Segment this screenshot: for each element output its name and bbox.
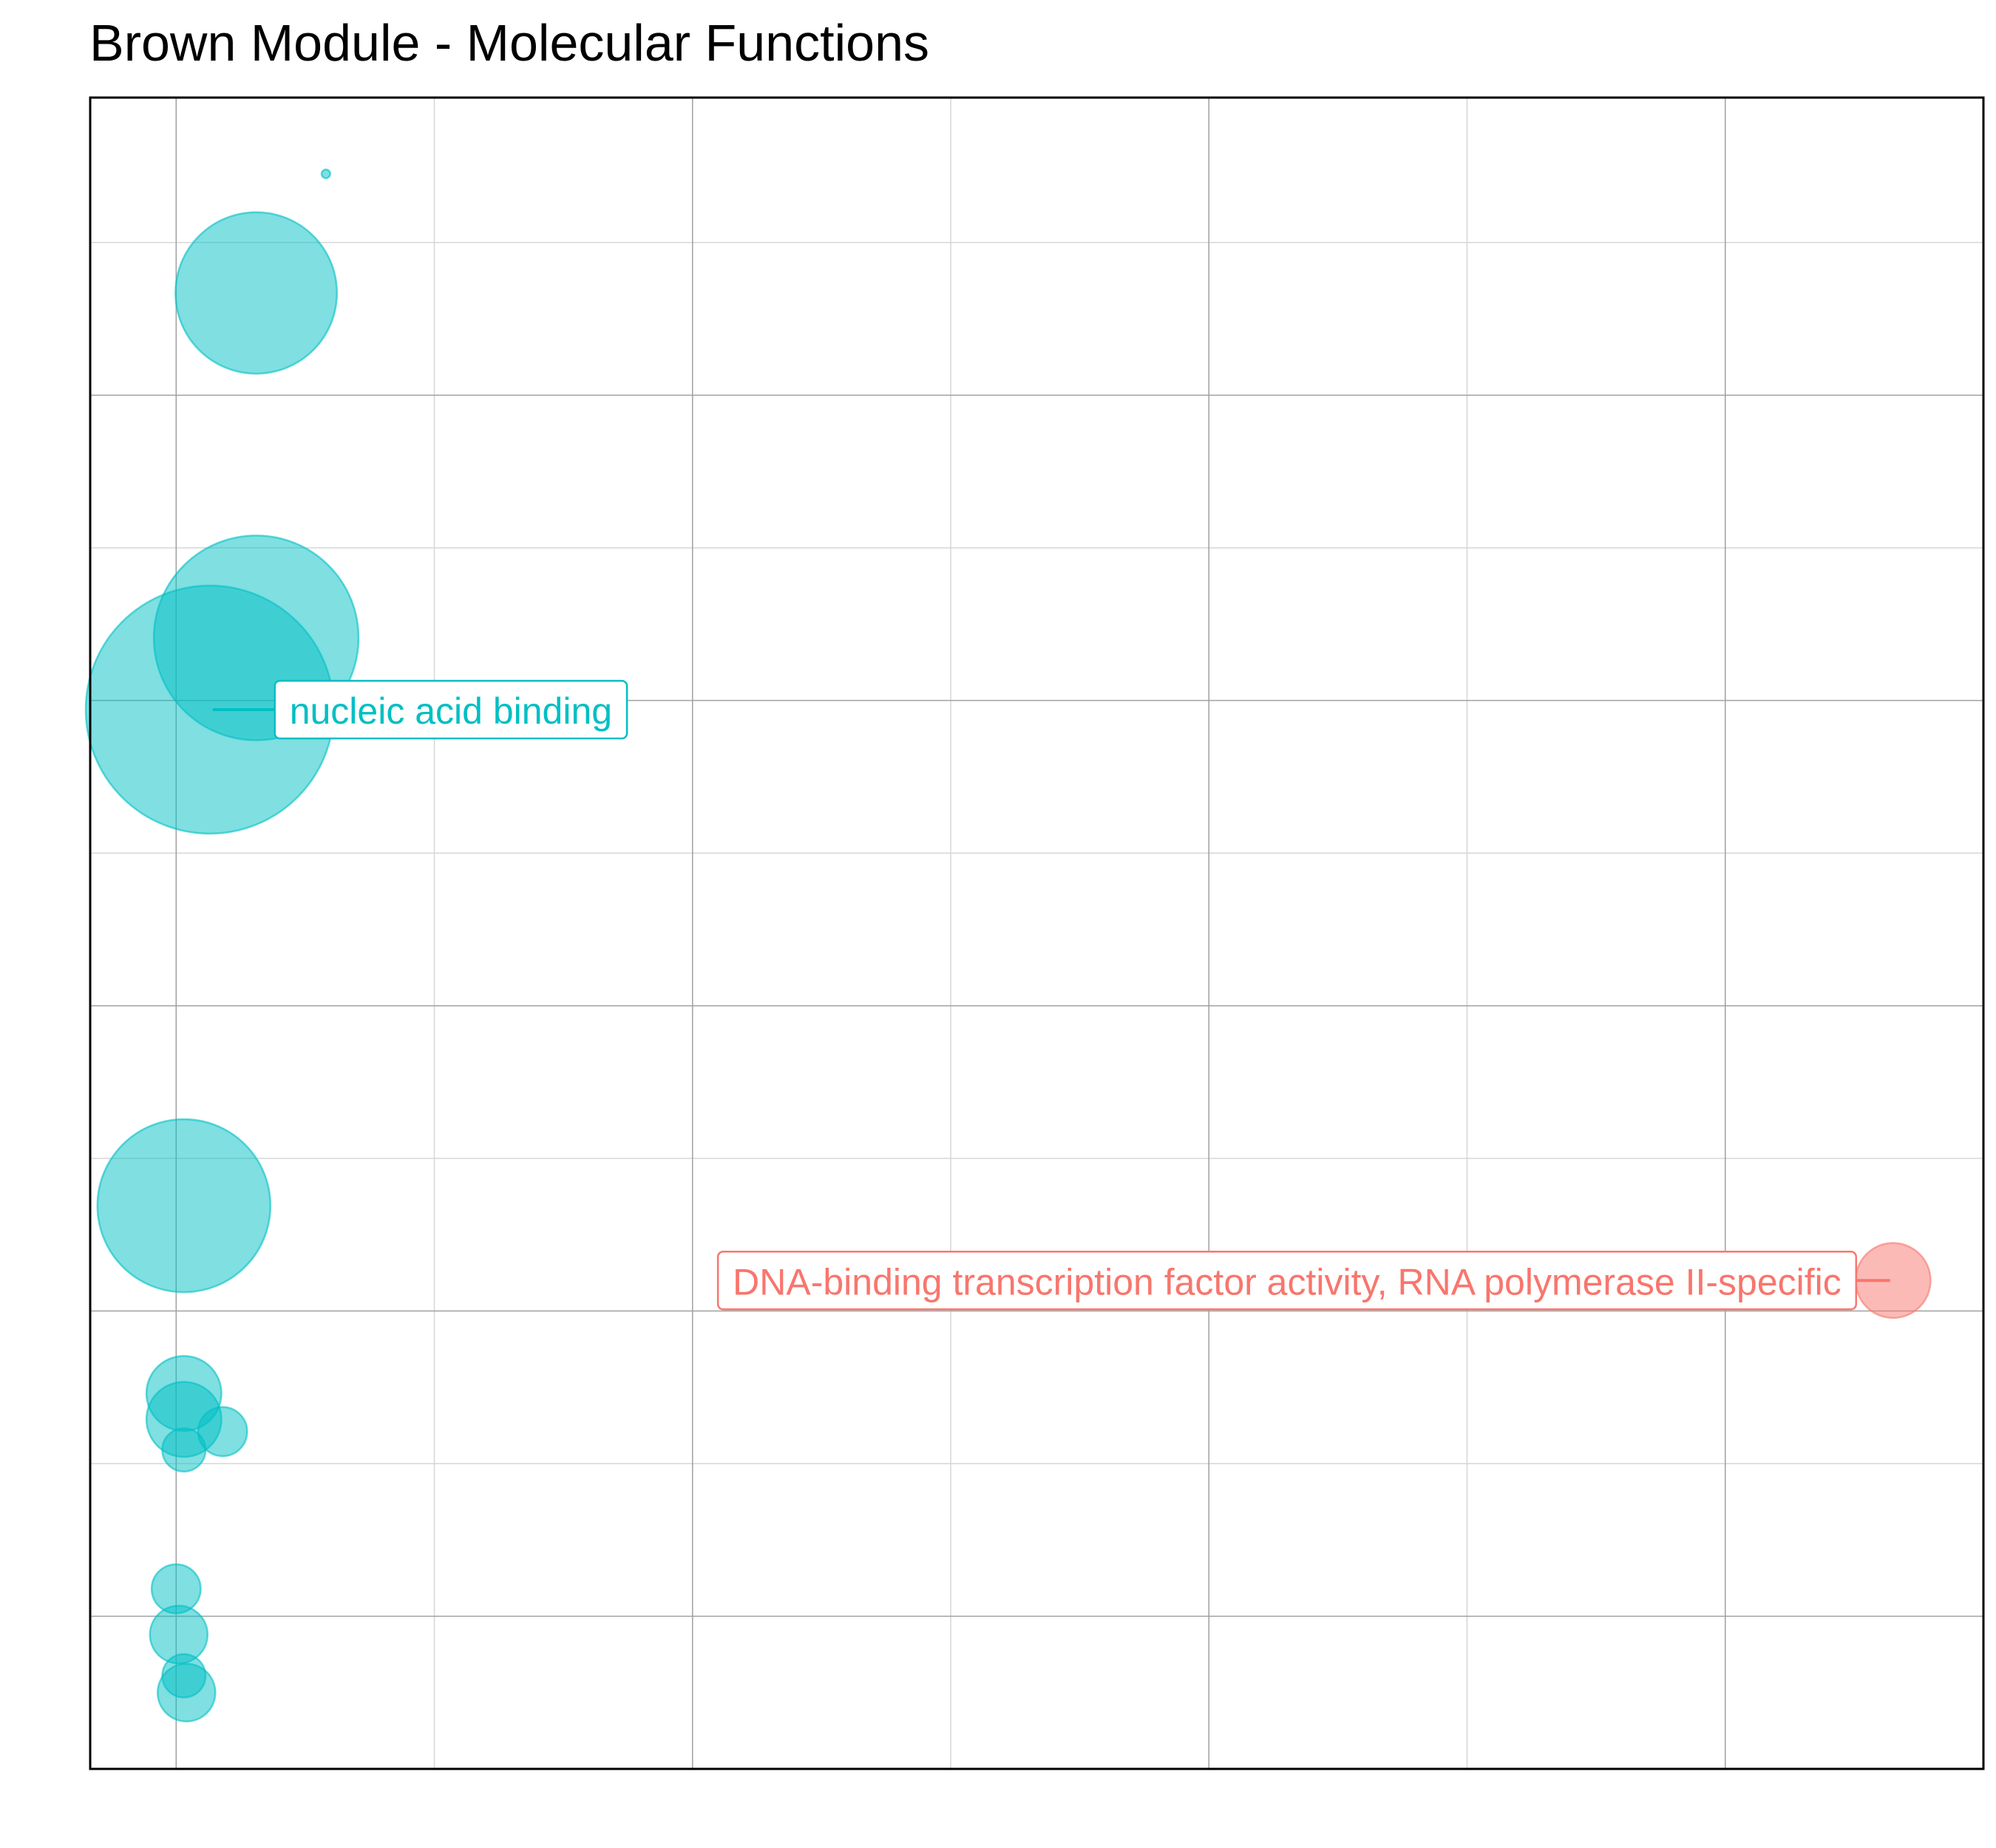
bubble-label-text: nucleic acid binding bbox=[290, 690, 612, 732]
bubble-point bbox=[320, 169, 331, 180]
bubble-point bbox=[197, 1406, 248, 1458]
gridlines bbox=[90, 98, 1983, 1769]
bubble-point bbox=[174, 211, 339, 375]
bubbles bbox=[84, 169, 1932, 1723]
bubble-labels: nucleic acid binding DNA-binding transcri… bbox=[212, 679, 1890, 1311]
bubble-point bbox=[157, 1662, 217, 1723]
chart-title: Brown Module - Molecular Functions bbox=[89, 14, 930, 72]
bubble-point bbox=[96, 1118, 272, 1294]
plot-panel-border bbox=[89, 96, 1985, 1770]
bubble-point bbox=[161, 1427, 207, 1472]
bubble-label-text: DNA-binding transcription factor activit… bbox=[733, 1261, 1841, 1302]
